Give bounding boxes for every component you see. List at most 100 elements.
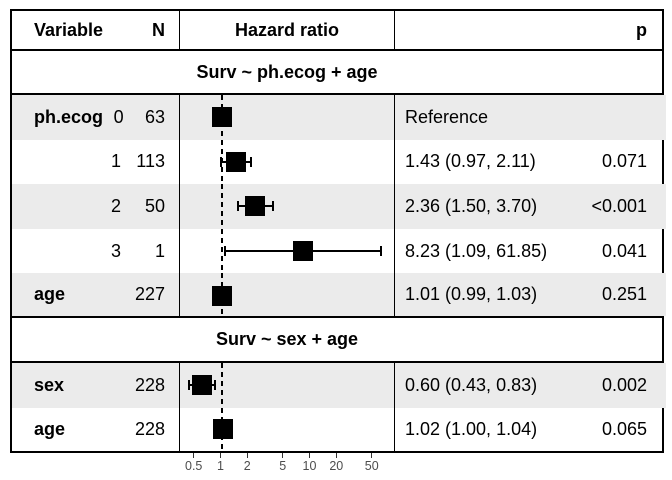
level-value: 0 (113, 106, 124, 127)
table-row: ph.ecog 0 63 Reference (12, 95, 666, 140)
estimate-p-cell: 2.36 (1.50, 3.70) <0.001 (395, 184, 666, 229)
reference-line (220, 228, 223, 274)
variable-label: age (34, 418, 66, 439)
estimate-p-cell: 1.43 (0.97, 2.11) 0.071 (395, 140, 666, 185)
variable-n-cell: sex 228 (12, 362, 179, 408)
hazard-ratio-marker (293, 241, 314, 262)
p-value: 0.065 (601, 418, 647, 439)
axis-tick (219, 453, 222, 458)
axis-tick-label: 2 (243, 459, 251, 473)
estimate-p-cell: Reference (395, 95, 666, 140)
variable-n-cell: age 228 (12, 408, 179, 451)
axis-tick-label: 1 (217, 459, 224, 473)
n-value: 228 (134, 374, 165, 395)
n-value: 50 (144, 195, 165, 216)
level-value: 1 (110, 151, 121, 172)
hazard-ratio-marker (212, 285, 233, 306)
hazard-ratio-plot-cell (179, 139, 395, 185)
section-title: Surv ~ ph.ecog + age (196, 61, 378, 82)
hazard-ratio-marker (212, 419, 233, 440)
section-header-title-cell: Surv ~ ph.ecog + age (179, 51, 395, 93)
section-header-left-cell (12, 51, 179, 93)
hazard-ratio-marker (212, 107, 232, 128)
table-row: age 228 1.02 (1.00, 1.04) 0.065 (12, 407, 662, 451)
axis-tick-label: 5 (279, 459, 287, 473)
header-hazard-ratio-cell: Hazard ratio (179, 11, 395, 49)
ci-cap-low (224, 246, 227, 257)
p-value: 0.251 (601, 284, 647, 305)
axis-tick (370, 453, 373, 458)
table-body: Surv ~ ph.ecog + age ph.ecog 0 63 Reference 1… (12, 51, 666, 451)
p-value: <0.001 (591, 195, 647, 216)
variable-label: ph.ecog (34, 106, 104, 127)
hazard-ratio-marker (225, 151, 246, 172)
header-n-label: N (152, 19, 165, 40)
n-value: 113 (136, 151, 165, 172)
ci-cap-high (271, 201, 274, 212)
ci-cap-low (219, 156, 222, 167)
forest-table: Variable N Hazard ratio p Surv ~ ph.ecog… (10, 9, 666, 453)
table-row: age 227 1.01 (0.99, 1.03) 0.251 (12, 273, 666, 318)
estimate-p-cell: 0.60 (0.43, 0.83) 0.002 (395, 362, 666, 408)
axis-right-spacer (393, 453, 664, 480)
ci-cap-high (213, 380, 216, 391)
axis-left-spacer (10, 453, 177, 480)
hazard-ratio-plot-cell (179, 362, 395, 408)
header-variable-n-cell: Variable N (12, 11, 179, 49)
section-header-row: Surv ~ sex + age (12, 318, 662, 363)
p-value: 0.002 (601, 374, 647, 395)
p-value: 0.071 (601, 151, 647, 172)
section-header-row: Surv ~ ph.ecog + age (12, 51, 662, 95)
section-title: Surv ~ sex + age (215, 328, 359, 349)
reference-line (220, 362, 223, 408)
axis-tick (335, 453, 338, 458)
x-axis-panel: 0.5 1 2 5 10 20 50 (177, 453, 393, 480)
level-value: 3 (110, 240, 121, 261)
estimate-label: 2.36 (1.50, 3.70) (405, 195, 538, 216)
estimate-p-cell: 8.23 (1.09, 61.85) 0.041 (395, 229, 666, 274)
estimate-label: Reference (405, 106, 489, 127)
hazard-ratio-plot-cell (179, 184, 395, 229)
axis-tick-label: 20 (329, 459, 344, 473)
section-header-right-cell (395, 51, 666, 93)
variable-n-cell: age 227 (12, 273, 179, 316)
axis-tick (308, 453, 311, 458)
hazard-ratio-plot-cell (179, 95, 395, 140)
n-value: 63 (144, 106, 165, 127)
estimate-label: 1.02 (1.00, 1.04) (405, 418, 538, 439)
estimate-label: 8.23 (1.09, 61.85) (405, 240, 548, 261)
estimate-label: 1.01 (0.99, 1.03) (405, 284, 538, 305)
header-variable-label: Variable (34, 19, 104, 40)
table-row: sex 228 0.60 (0.43, 0.83) 0.002 (12, 362, 666, 408)
header-hazard-ratio-label: Hazard ratio (234, 19, 340, 40)
section-header-left-cell (12, 318, 179, 361)
estimate-label: 1.43 (0.97, 2.11) (405, 151, 536, 172)
axis-tick (246, 453, 249, 458)
ci-cap-low (236, 201, 239, 212)
ci-cap-low (188, 380, 191, 391)
hazard-ratio-plot-cell (179, 273, 395, 316)
axis-tick (281, 453, 284, 458)
table-row: 1 113 1.43 (0.97, 2.11) 0.071 (12, 139, 662, 185)
variable-n-cell: ph.ecog 0 63 (12, 95, 179, 140)
n-value: 1 (154, 240, 165, 261)
ci-cap-high (380, 246, 383, 257)
section-header-right-cell (395, 318, 666, 361)
x-axis: 0.5 1 2 5 10 20 50 (10, 453, 664, 480)
table-row: 2 50 2.36 (1.50, 3.70) <0.001 (12, 184, 666, 229)
hazard-ratio-plot-cell (179, 407, 395, 451)
estimate-label: 0.60 (0.43, 0.83) (405, 374, 538, 395)
header-p-cell: p (395, 11, 666, 49)
n-value: 228 (134, 418, 165, 439)
variable-n-cell: 1 113 (12, 140, 179, 185)
axis-tick (192, 453, 195, 458)
p-value: 0.041 (601, 240, 647, 261)
variable-label: age (34, 284, 66, 305)
axis-tick-label: 0.5 (185, 459, 203, 473)
ci-cap-high (249, 156, 252, 167)
section-header-title-cell: Surv ~ sex + age (179, 318, 395, 361)
axis-tick-label: 50 (364, 459, 379, 473)
estimate-p-cell: 1.01 (0.99, 1.03) 0.251 (395, 273, 666, 316)
axis-tick-label: 10 (302, 459, 317, 473)
